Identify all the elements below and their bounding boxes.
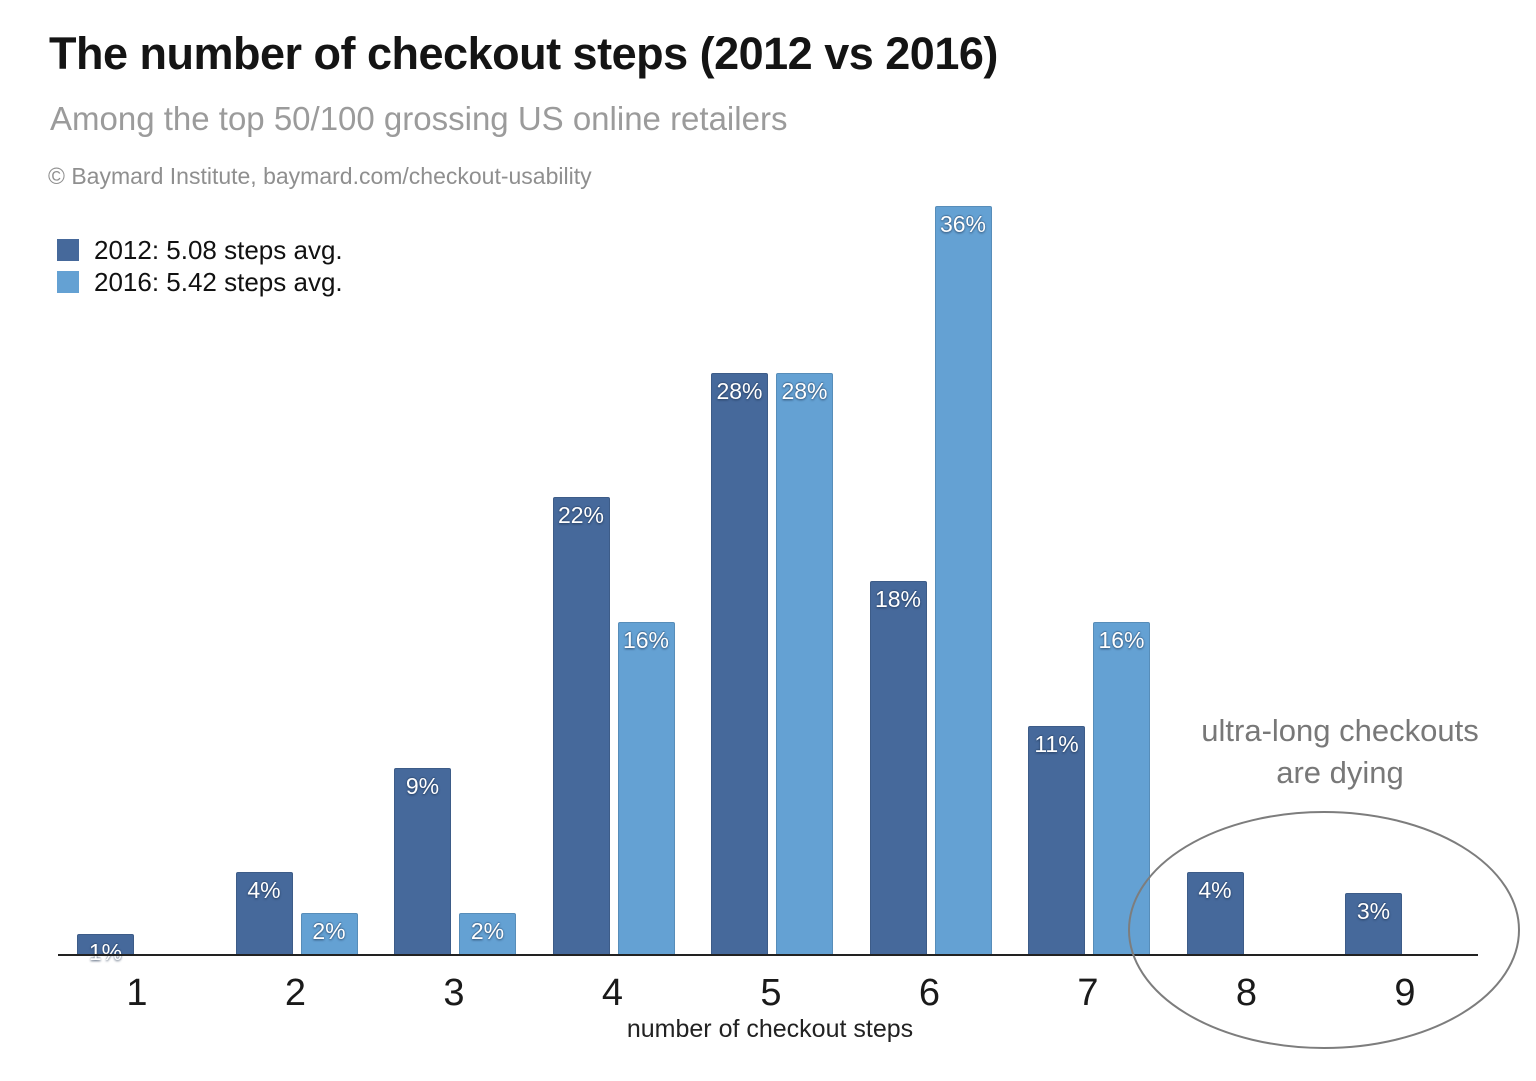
bar-2012-step-8: 4% bbox=[1186, 872, 1244, 956]
bar-2012-step-2: 4% bbox=[235, 872, 293, 956]
x-axis-line bbox=[58, 954, 1478, 956]
legend-label-2012: 2012: 5.08 steps avg. bbox=[94, 234, 343, 265]
x-tick-5: 5 bbox=[760, 972, 782, 1014]
bar-value-label: 3% bbox=[1356, 898, 1391, 924]
bar-value-label: 4% bbox=[247, 877, 281, 903]
bar-2012-step-5: 28% bbox=[711, 373, 768, 956]
page-title: The number of checkout steps (2012 vs 20… bbox=[49, 28, 998, 79]
x-tick-8: 8 bbox=[1235, 972, 1258, 1014]
bar-value-label: 28% bbox=[781, 378, 828, 404]
x-tick-9: 9 bbox=[1394, 972, 1416, 1014]
bar-2012-step-4: 22% bbox=[552, 497, 610, 956]
annotation-ellipse bbox=[1128, 811, 1520, 1049]
annotation-line-2: are dying bbox=[1276, 755, 1404, 790]
bar-value-label: 28% bbox=[716, 378, 763, 404]
bar-2012-step-9: 3% bbox=[1345, 893, 1402, 956]
x-tick-7: 7 bbox=[1077, 972, 1099, 1014]
bar-2012-step-7: 11% bbox=[1028, 726, 1085, 956]
legend: 2012: 5.08 steps avg. 2016: 5.42 steps a… bbox=[57, 234, 343, 298]
bar-2016-step-2: 2% bbox=[300, 913, 358, 956]
bar-value-label: 2% bbox=[312, 918, 346, 944]
bar-2016-step-6: 36% bbox=[934, 206, 992, 956]
bar-2012-step-1: 1% bbox=[77, 934, 134, 965]
x-tick-2: 2 bbox=[284, 972, 307, 1014]
bar-2012-step-3: 9% bbox=[394, 768, 451, 956]
x-tick-1: 1 bbox=[126, 972, 148, 1014]
bar-2016-step-5: 28% bbox=[776, 373, 833, 956]
bar-value-label: 11% bbox=[1034, 731, 1079, 757]
legend-item-2012: 2012: 5.08 steps avg. bbox=[57, 234, 343, 266]
chart-subtitle: Among the top 50/100 grossing US online … bbox=[50, 100, 788, 137]
x-tick-3: 3 bbox=[443, 972, 465, 1014]
bar-2016-step-3: 2% bbox=[459, 913, 516, 956]
bar-2016-step-4: 16% bbox=[617, 622, 675, 956]
bar-value-label: 22% bbox=[557, 502, 605, 528]
bar-value-label: 4% bbox=[1198, 877, 1232, 903]
x-tick-6: 6 bbox=[918, 972, 941, 1014]
legend-swatch-2012 bbox=[57, 239, 79, 261]
legend-swatch-2016 bbox=[57, 271, 79, 293]
x-axis-title: number of checkout steps bbox=[626, 1015, 914, 1043]
bar-value-label: 16% bbox=[1098, 627, 1145, 653]
annotation-text: ultra-long checkouts are dying bbox=[1158, 710, 1522, 794]
bar-value-label: 1% bbox=[88, 939, 123, 965]
bar-value-label: 16% bbox=[622, 627, 670, 653]
x-tick-4: 4 bbox=[601, 972, 624, 1014]
attribution-text: © Baymard Institute, baymard.com/checkou… bbox=[48, 163, 592, 189]
bar-value-label: 2% bbox=[470, 918, 505, 944]
bar-2016-step-7: 16% bbox=[1093, 622, 1150, 956]
bar-value-label: 36% bbox=[939, 211, 987, 237]
annotation-line-1: ultra-long checkouts bbox=[1201, 713, 1479, 748]
bar-value-label: 18% bbox=[874, 586, 922, 612]
bar-value-label: 9% bbox=[405, 773, 440, 799]
bar-2012-step-6: 18% bbox=[869, 581, 927, 956]
legend-label-2016: 2016: 5.42 steps avg. bbox=[94, 266, 343, 297]
legend-item-2016: 2016: 5.42 steps avg. bbox=[57, 266, 343, 298]
